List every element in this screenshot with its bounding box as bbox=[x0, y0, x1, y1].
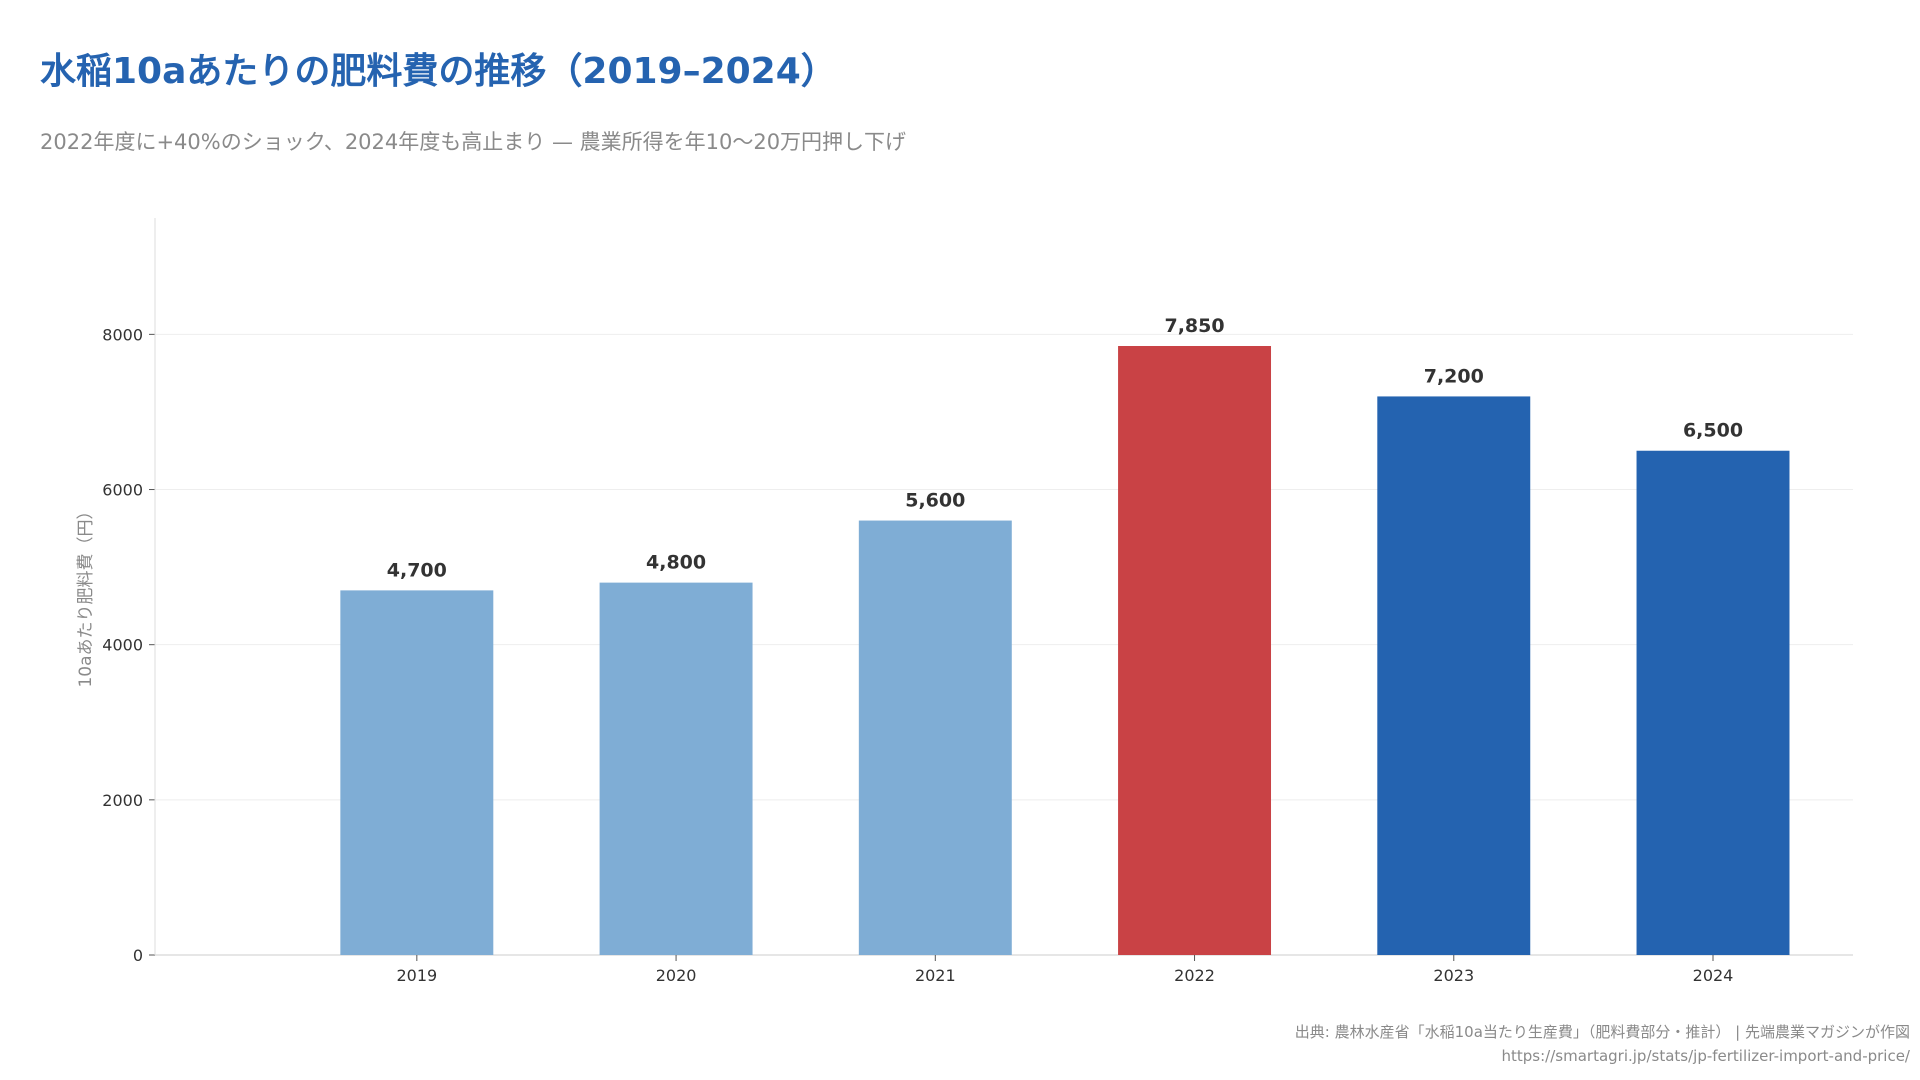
bar-2019 bbox=[340, 590, 494, 955]
data-label-2020: 4,800 bbox=[646, 552, 706, 574]
bar-2020 bbox=[599, 582, 753, 955]
x-tick-label-2024: 2024 bbox=[1693, 966, 1734, 985]
x-tick-label-2021: 2021 bbox=[915, 966, 956, 985]
bar-2022 bbox=[1118, 346, 1272, 955]
bar-2023 bbox=[1377, 396, 1531, 955]
x-tick-label-2022: 2022 bbox=[1174, 966, 1215, 985]
y-tick-label: 2000 bbox=[102, 791, 143, 810]
data-label-2024: 6,500 bbox=[1683, 420, 1743, 442]
data-label-2022: 7,850 bbox=[1164, 315, 1224, 337]
bars bbox=[340, 346, 1790, 955]
chart-subtitle: 2022年度に+40%のショック、2024年度も高止まり — 農業所得を年10〜… bbox=[40, 130, 907, 154]
chart-title: 水稲10aあたりの肥料費の推移（2019–2024） bbox=[40, 51, 837, 92]
x-tick-label-2019: 2019 bbox=[396, 966, 437, 985]
source-url: https://smartagri.jp/stats/jp-fertilizer… bbox=[1501, 1047, 1910, 1065]
y-axis-title: 10aあたり肥料費（円） bbox=[76, 502, 96, 687]
x-tick-label-2023: 2023 bbox=[1433, 966, 1474, 985]
data-labels: 4,700 4,800 5,600 7,850 7,200 6,500 bbox=[387, 315, 1743, 581]
data-label-2023: 7,200 bbox=[1424, 365, 1484, 387]
y-tick-label: 8000 bbox=[102, 325, 143, 344]
bar-2021 bbox=[858, 520, 1012, 955]
y-tick-label: 4000 bbox=[102, 636, 143, 655]
data-label-2021: 5,600 bbox=[905, 490, 965, 512]
source-note: 出典: 農林水産省「水稲10a当たり生産費」（肥料費部分・推計） | 先端農業マ… bbox=[1294, 1023, 1910, 1041]
y-tick-label: 0 bbox=[133, 946, 143, 965]
x-tick-label-2020: 2020 bbox=[656, 966, 697, 985]
y-tick-label: 6000 bbox=[102, 481, 143, 500]
data-label-2019: 4,700 bbox=[387, 559, 447, 581]
bar-2024 bbox=[1636, 450, 1790, 955]
